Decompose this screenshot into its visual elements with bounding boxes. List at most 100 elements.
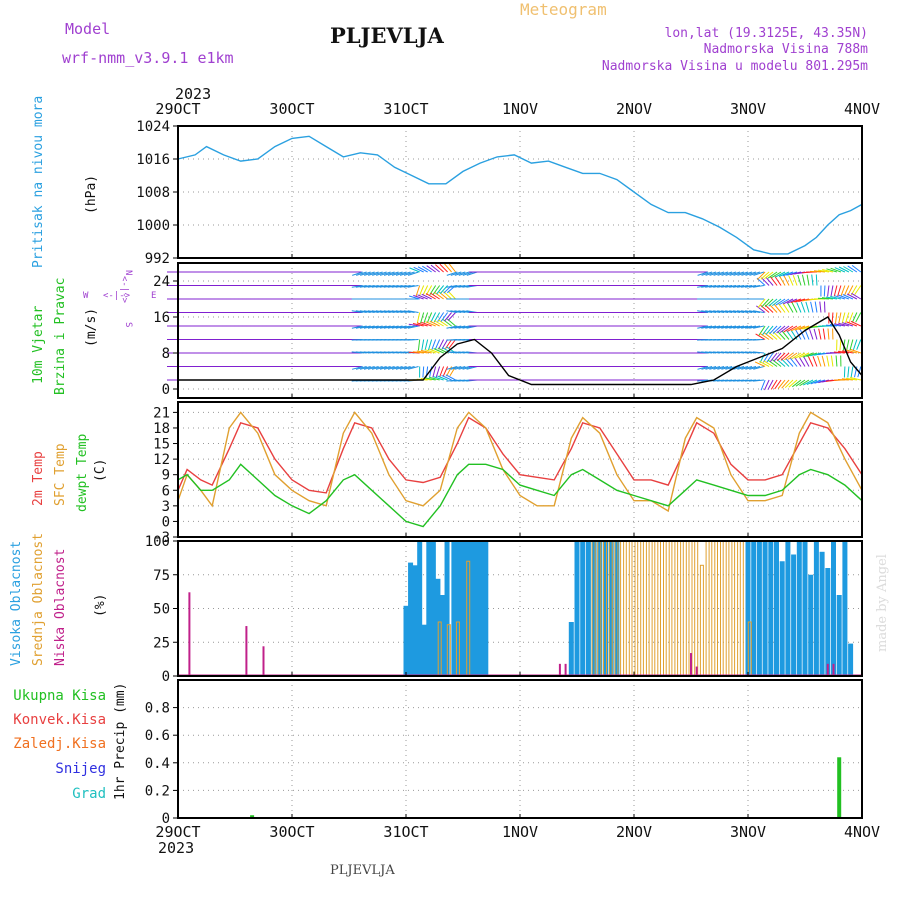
wind-arrow [737,310,749,313]
wind-arrow [403,285,415,288]
wind-arrow [717,366,729,370]
cloud-bar-high [831,541,836,676]
wind-arrow [753,285,765,288]
wind-arrow [709,366,721,370]
wind-arrow [705,310,717,313]
wind-arrow [784,379,794,389]
wind-arrow [745,271,757,276]
wind-arrow [363,366,375,370]
wind-arrow [412,323,424,327]
wind-arrow [426,312,433,323]
wind-arrow [787,352,798,360]
wind-arrow [717,325,729,329]
x-tick-label-bottom: 3NOV [730,823,766,841]
cloud-bar-high [802,541,808,676]
wind-arrow [433,348,444,354]
wind-arrow [745,310,757,313]
cloud-bar-high [756,541,762,676]
precip-bar [250,815,255,818]
wind-arrow [804,329,810,340]
wind-arrow [850,366,854,378]
time-axis: 29OCT 29OCT 30OCT 30OCT 31OCT 31OCT 1NOV 1NOV 2N… [155,100,880,841]
temp-line-1 [177,411,863,513]
wind-arrow [432,366,437,378]
cloud-bar-high [825,568,831,676]
y-tick-label: 0.6 [145,728,170,744]
wind-arrow [795,379,806,387]
cloud-bar-high [774,541,779,676]
wind-arrow [779,275,786,286]
wind-arrow [768,298,778,307]
wind-arrow [843,266,854,273]
cloud-bar-high [842,541,848,676]
x-tick-label-top: 2NOV [616,100,652,118]
cloud-bar-mid [734,540,739,677]
cloud-bar-high [779,561,785,676]
wind-arrow [408,351,420,354]
wind-arrow [428,376,440,381]
wind-arrow [831,312,834,324]
wind-arrow [815,274,818,286]
wind-arrow [417,339,421,351]
wind-arrow [399,366,411,370]
wind-arrow [790,298,802,304]
wind-arrow [786,298,798,304]
wind-arrow [359,366,371,370]
wind-arrow [845,312,850,324]
wind-arrow [403,325,415,329]
cloud-bar-high [808,574,814,676]
y-tick-label: 18 [153,421,170,437]
wind-arrow [454,325,466,329]
wind-arrow [383,366,395,370]
y-tick-label: 21 [153,405,170,421]
wind-arrow [856,339,862,350]
wind-arrow [709,325,721,329]
wind-arrow [399,285,411,288]
wind-arrow [450,325,462,329]
wind-arrow [846,321,858,327]
wind-arrow [749,325,761,329]
wind-arrow [764,298,774,307]
cloud-bar-high [614,541,620,676]
wind-arrow [420,349,432,354]
wind-arrow [741,310,753,313]
wind-arrow [408,295,420,300]
wind-arrow [721,285,733,288]
wind-arrow [770,379,778,390]
x-tick-label-top: 1NOV [502,100,538,118]
y-tick-label: 0.2 [145,783,170,799]
cloud-bar-high [796,541,802,676]
wind-arrow [756,277,766,286]
y-tick-label: 1000 [136,218,170,234]
wind-arrow [407,271,419,276]
wind-arrow [841,378,853,381]
temp-line-2 [177,463,863,528]
wind-arrow [813,270,826,273]
wind-panel [167,262,863,391]
wind-speed-line [178,316,863,386]
pressure-axis-labels: Pritisak na nivou mora (hPa) [31,96,99,268]
wind-arrow [799,329,806,340]
cloud-bar-mid [648,540,653,677]
wind-arrow [764,304,774,313]
wind-arrow [807,356,814,367]
wind-arrow [448,262,456,273]
wind-arrow [422,265,432,273]
wind-arrow [421,293,432,300]
wind-arrow [435,264,444,273]
wind-arrow [437,375,448,381]
wind-arrow [779,325,790,333]
wind-arrow [422,285,429,296]
wind-arrow [351,325,363,329]
wind-arrow [364,271,375,276]
wind-arrow [847,285,854,296]
cloud-bar-high [439,595,445,676]
cloud-bar-high [460,541,466,676]
wind-arrow [773,303,782,313]
wind-arrow [440,312,449,322]
wind-arrow [842,294,854,300]
model-elevation-text: Nadmorska Visina u modelu 801.295m [602,59,868,74]
wind-arrow [771,298,782,306]
wind-arrow [741,285,753,288]
wind-arrow [741,271,753,276]
